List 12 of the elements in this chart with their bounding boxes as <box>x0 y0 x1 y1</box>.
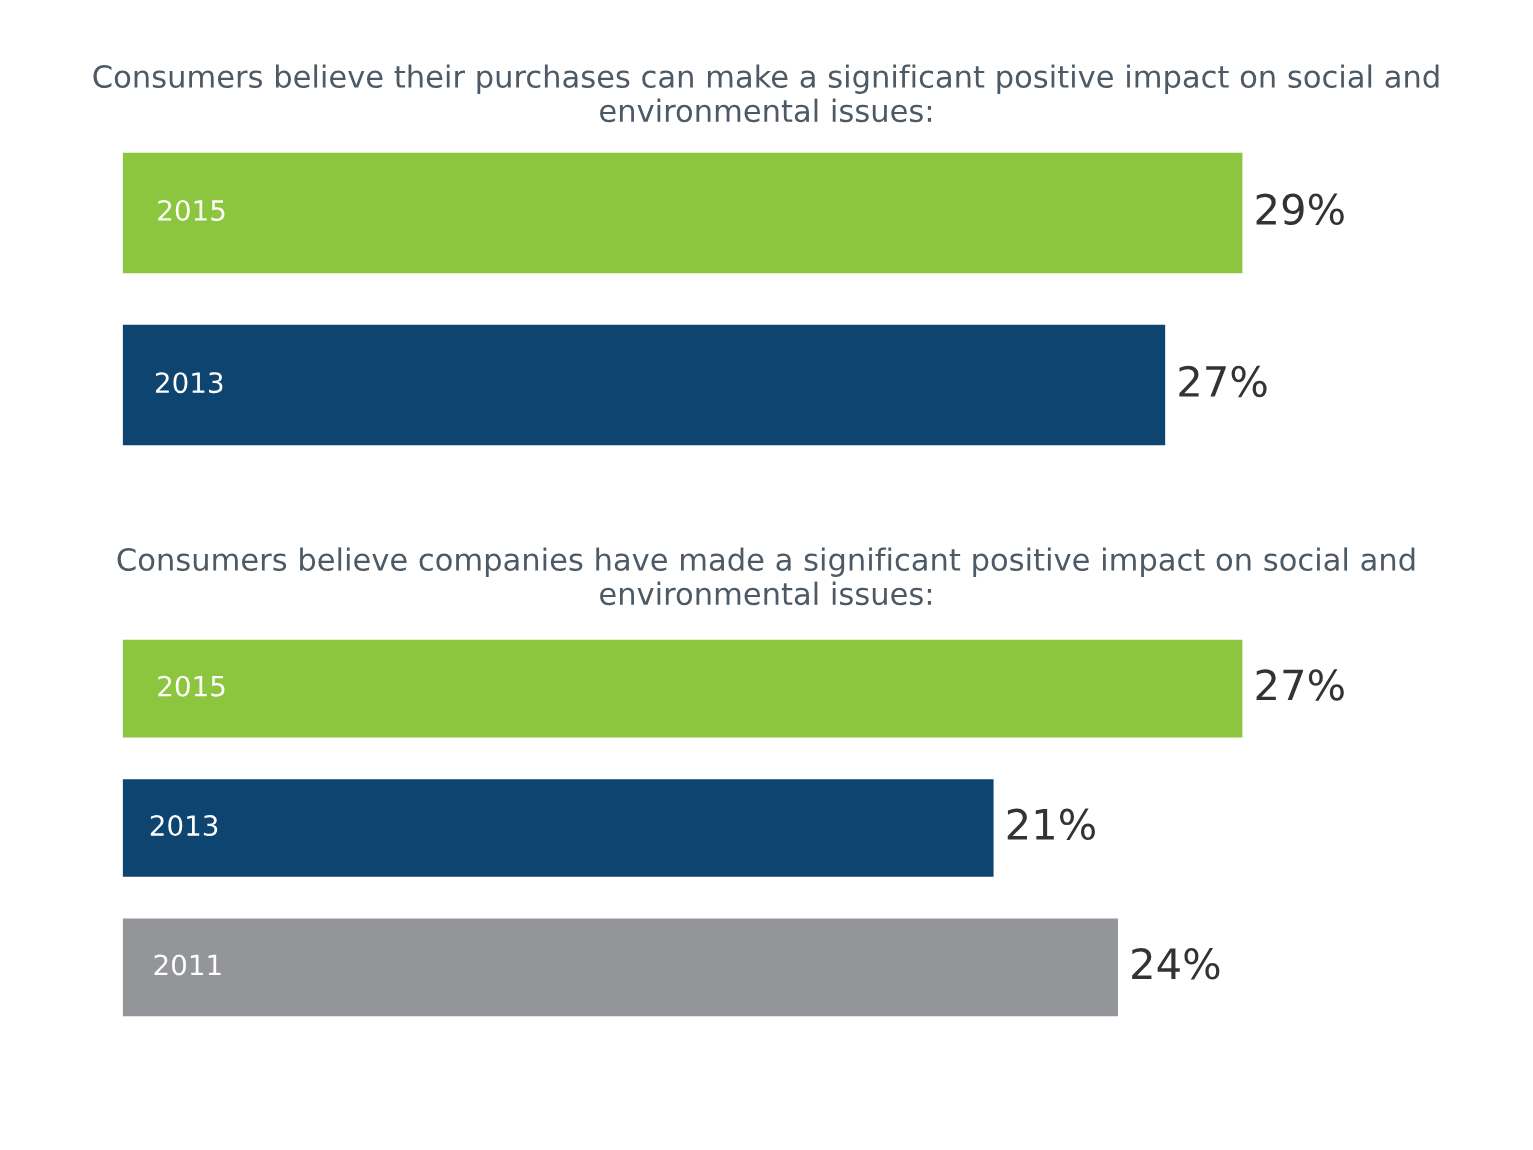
chart-title: Consumers believe their purchases can make a significant positive impact on social and environmental issues: <box>93 64 1439 123</box>
data-label: 27% <box>1256 669 1344 701</box>
data-label: 29% <box>1256 193 1344 225</box>
y-tick-label: 2015 <box>158 675 225 697</box>
chart-title: Consumers believe companies have made a significant positive impact on social and environmental issues: <box>117 547 1415 606</box>
y-tick-label: 2013 <box>155 372 223 394</box>
y-tick-label: 2015 <box>158 199 225 221</box>
data-label: 24% <box>1132 947 1220 980</box>
y-tick-label: 2013 <box>150 815 218 837</box>
y-tick-label: 2011 <box>154 954 221 976</box>
data-label: 27% <box>1179 365 1267 398</box>
data-label: 21% <box>1007 808 1095 841</box>
